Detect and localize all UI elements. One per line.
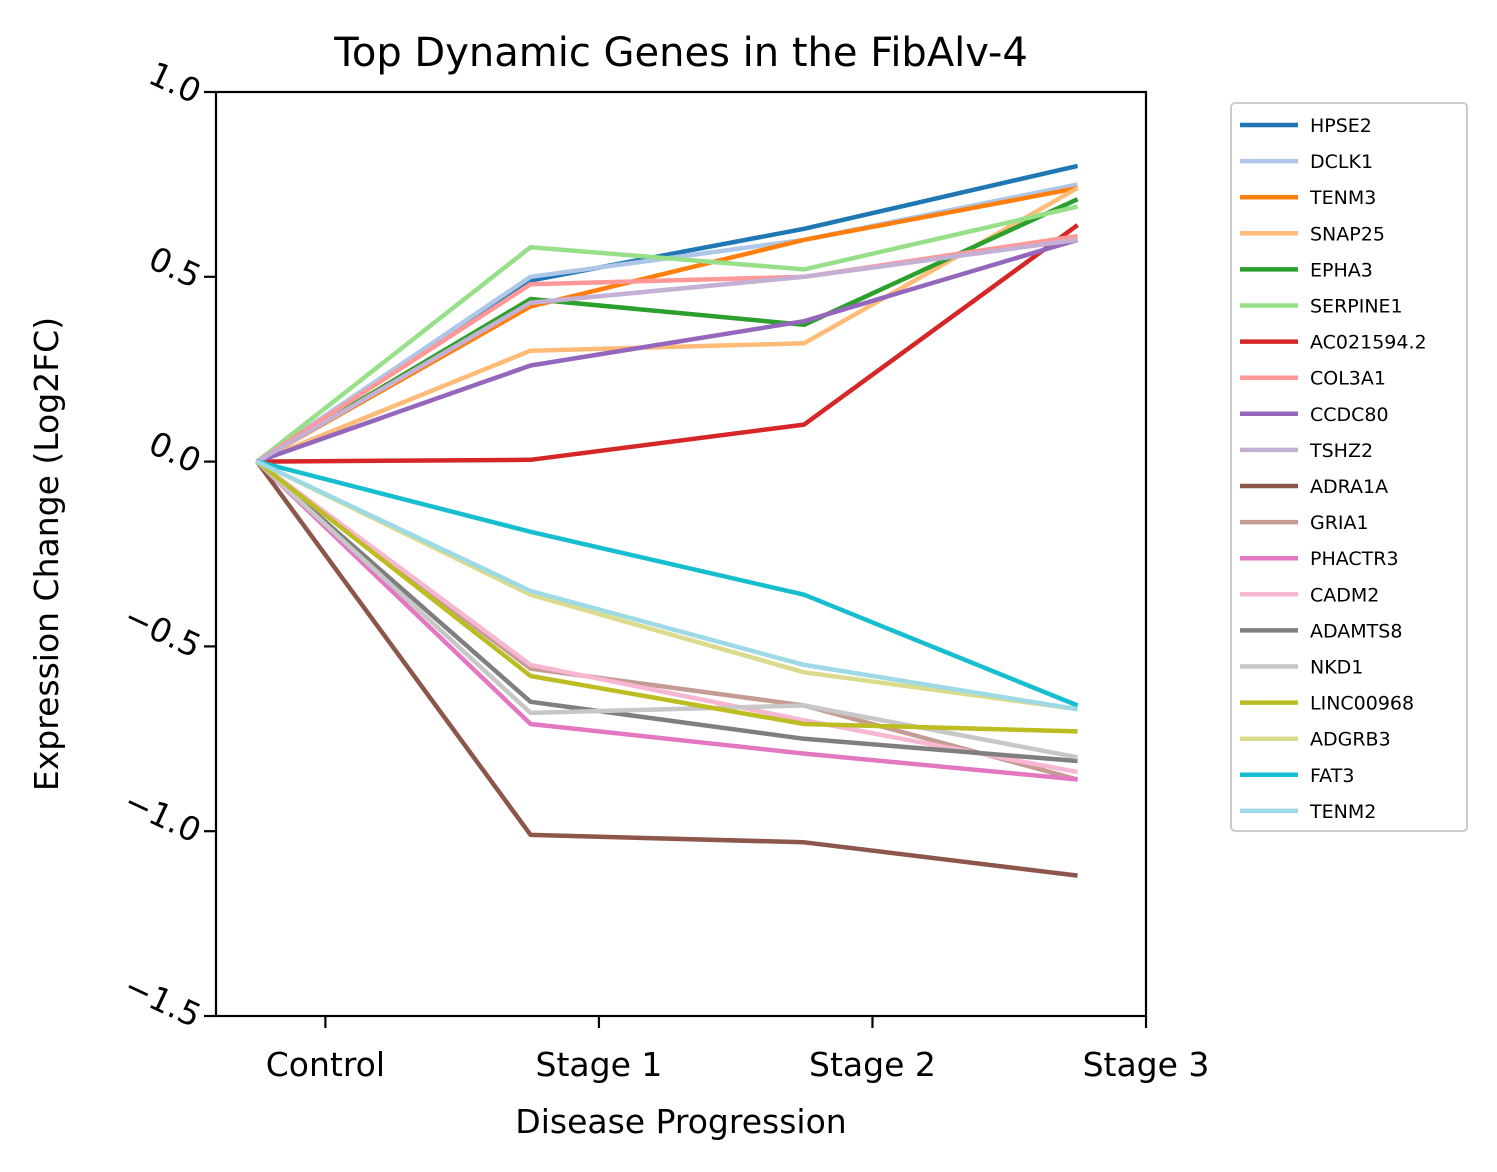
legend-label: TENM2 — [1309, 801, 1376, 823]
legend-label: HPSE2 — [1310, 115, 1372, 137]
plot-frame — [214, 90, 1148, 1018]
y-axis: 1.0 0.5 0.0 −0.5 −1.0 −1.5 — [118, 54, 216, 1035]
series-line-ac021594-2 — [256, 223, 1079, 464]
x-tick-label: Stage 2 — [809, 1045, 936, 1084]
chart-title: Top Dynamic Genes in the FibAlv-4 — [333, 30, 1028, 76]
legend-label: TENM3 — [1309, 187, 1376, 209]
series-line-nkd1 — [255, 459, 1079, 760]
y-axis-label: Expression Change (Log2FC) — [27, 317, 66, 791]
legend-label: FAT3 — [1310, 765, 1354, 787]
y-tick-label: −1.5 — [118, 966, 207, 1035]
x-tick-label: Control — [266, 1045, 385, 1084]
series-line-adamts8 — [255, 459, 1078, 764]
legend-label: PHACTR3 — [1310, 548, 1399, 570]
x-axis: Control Stage 1 Stage 2 Stage 3 — [266, 1016, 1210, 1084]
x-tick-label: Stage 3 — [1083, 1045, 1210, 1084]
series-line-ccdc80 — [256, 237, 1079, 464]
x-axis-label: Disease Progression — [515, 1102, 846, 1141]
series-line-serpine1 — [255, 204, 1079, 464]
x-tick-label: Stage 1 — [536, 1045, 663, 1084]
series-line-epha3 — [255, 197, 1079, 464]
legend-label: ADRA1A — [1310, 476, 1388, 498]
legend-frame — [1230, 102, 1468, 832]
y-tick-label: 1.0 — [143, 54, 207, 112]
legend-label: COL3A1 — [1310, 368, 1386, 390]
legend-label: NKD1 — [1310, 657, 1363, 679]
series-line-fat3 — [256, 459, 1079, 708]
legend-label: ADGRB3 — [1310, 729, 1391, 751]
series-line-cadm2 — [255, 459, 1079, 775]
series-line-tenm2 — [256, 459, 1078, 712]
y-tick-label: 0.0 — [143, 423, 207, 481]
legend-label: GRIA1 — [1310, 512, 1369, 534]
series-line-adgrb3 — [256, 459, 1078, 712]
series-line-snap25 — [256, 186, 1079, 464]
series-line-adra1a — [255, 460, 1078, 878]
legend-label: DCLK1 — [1310, 151, 1373, 173]
series-line-phactr3 — [255, 459, 1078, 782]
legend-items: HPSE2 DCLK1 TENM3 SNAP25 EPHA3 SERPINE1 AC0215… — [1240, 115, 1427, 823]
legend-label: AC021594.2 — [1310, 332, 1427, 354]
y-tick-label: 0.5 — [143, 239, 207, 297]
series-lines — [255, 163, 1079, 878]
series-line-tshz2 — [255, 237, 1078, 464]
legend-label: EPHA3 — [1310, 259, 1373, 281]
legend: HPSE2 DCLK1 TENM3 SNAP25 EPHA3 SERPINE1 AC0215… — [1230, 102, 1468, 832]
legend-label: CADM2 — [1310, 584, 1379, 606]
legend-label: ADAMTS8 — [1310, 620, 1402, 642]
legend-label: SERPINE1 — [1310, 296, 1403, 318]
legend-label: SNAP25 — [1310, 223, 1385, 245]
legend-label: TSHZ2 — [1309, 440, 1373, 462]
series-line-linc00968 — [255, 459, 1078, 734]
y-tick-label: −1.0 — [118, 781, 207, 850]
y-tick-label: −0.5 — [118, 596, 207, 665]
legend-label: LINC00968 — [1310, 693, 1414, 715]
legend-label: CCDC80 — [1310, 404, 1389, 426]
